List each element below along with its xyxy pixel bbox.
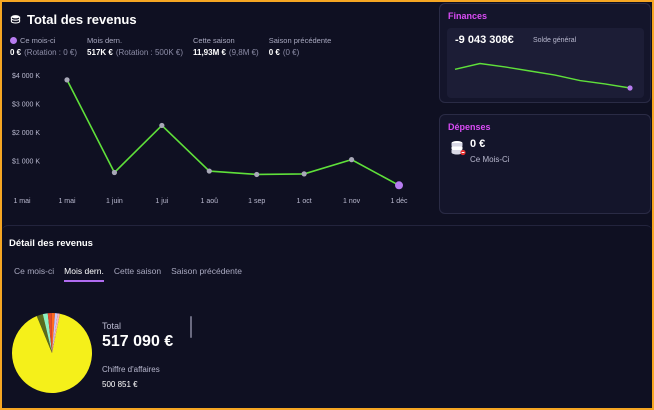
x-tick-label: 1 oct bbox=[297, 198, 312, 205]
x-tick-label: 1 aoû bbox=[201, 198, 219, 205]
tab-this-season[interactable]: Cette saison bbox=[113, 266, 162, 276]
data-point bbox=[395, 181, 403, 190]
finances-balance: -9 043 308€ bbox=[455, 34, 514, 46]
stat-label: Saison précédente bbox=[268, 36, 332, 45]
data-point bbox=[64, 77, 70, 83]
y-tick-label: $3 000 K bbox=[12, 102, 40, 109]
x-tick-label: 1 jui bbox=[155, 198, 168, 205]
tab-previous-season[interactable]: Saison précédente bbox=[171, 266, 242, 276]
x-tick-label: 1 nov bbox=[343, 198, 361, 205]
x-tick-label: 1 mai bbox=[13, 198, 31, 205]
total-label: Total bbox=[102, 321, 122, 331]
stat-label: Mois dern. bbox=[87, 36, 123, 45]
data-point bbox=[159, 122, 165, 129]
expenses-title: Dépenses bbox=[448, 122, 491, 132]
pie-slice bbox=[36, 314, 52, 353]
expenses-value: 0 € bbox=[470, 138, 486, 150]
finances-title: Finances bbox=[448, 11, 488, 21]
stat-label: Cette saison bbox=[193, 36, 235, 45]
finances-card[interactable]: Finances -9 043 308€ Solde général bbox=[439, 3, 651, 103]
y-tick-label: $4 000 K bbox=[12, 73, 40, 80]
turnover-label: Chiffre d'affaires bbox=[102, 365, 160, 374]
y-tick-label: $1 000 K bbox=[12, 159, 40, 166]
data-point bbox=[254, 171, 260, 178]
tab-last-month[interactable]: Mois dern. bbox=[64, 266, 104, 282]
detail-totals: Total 517 090 € Chiffre d'affaires 500 8… bbox=[102, 321, 173, 389]
revenue-title: Total des revenus bbox=[27, 12, 137, 27]
stat-this-season: Cette saison 11,93M € (9,8M €) bbox=[193, 36, 259, 57]
stat-sub: (Rotation : 0 €) bbox=[24, 48, 78, 57]
revenue-card: Total des revenus Ce mois-ci 0 € (Rotatio… bbox=[2, 2, 430, 214]
finances-balance-label: Solde général bbox=[533, 37, 577, 44]
pie-slice bbox=[42, 313, 52, 353]
sparkline-line bbox=[454, 62, 631, 89]
coins-stack-icon bbox=[451, 141, 466, 156]
detail-title: Détail des revenus bbox=[9, 238, 93, 249]
stat-value: 0 € bbox=[10, 48, 22, 57]
pie-slice bbox=[51, 313, 55, 353]
expenses-card[interactable]: Dépenses 0 € Ce Mois-Ci bbox=[439, 114, 651, 214]
detail-scrollbar[interactable] bbox=[190, 316, 192, 338]
x-tick-label: 1 juin bbox=[106, 198, 123, 205]
data-point bbox=[348, 157, 355, 163]
stat-last-month: Mois dern. 517K € (Rotation : 500K €) bbox=[87, 36, 183, 57]
data-point bbox=[111, 169, 118, 176]
y-tick-label: $2 000 K bbox=[12, 130, 40, 137]
stat-sub: (Rotation : 500K €) bbox=[115, 48, 183, 57]
stat-value: 517K € bbox=[87, 48, 113, 57]
x-tick-label: 1 mai bbox=[58, 198, 76, 205]
pie-slice bbox=[52, 313, 58, 353]
pie-slice bbox=[52, 313, 60, 353]
sparkline-end-point bbox=[627, 85, 633, 91]
pie-slice bbox=[11, 313, 92, 393]
total-value: 517 090 € bbox=[102, 333, 174, 350]
x-tick-label: 1 sep bbox=[248, 198, 265, 205]
revenue-pie-chart bbox=[11, 313, 92, 393]
stat-value: 0 € bbox=[268, 48, 280, 57]
finances-panel: -9 043 308€ Solde général bbox=[447, 28, 644, 98]
data-point bbox=[206, 168, 212, 174]
revenue-stats: Ce mois-ci 0 € (Rotation : 0 €) Mois dern… bbox=[10, 36, 331, 57]
revenue-header: Total des revenus bbox=[10, 12, 137, 27]
stat-label: Ce mois-ci bbox=[20, 36, 56, 45]
revenue-series-line bbox=[66, 79, 400, 187]
finances-sparkline bbox=[454, 62, 633, 91]
legend-dot bbox=[10, 37, 17, 44]
stat-value: 11,93M € bbox=[193, 48, 226, 57]
detail-tabs: Ce mois-ci Mois dern. Cette saison Saiso… bbox=[14, 266, 252, 282]
expenses-period: Ce Mois-Ci bbox=[470, 155, 510, 164]
stat-previous-season: Saison précédente 0 € (0 €) bbox=[269, 36, 332, 57]
stat-this-month: Ce mois-ci 0 € (Rotation : 0 €) bbox=[10, 36, 77, 57]
tab-this-month[interactable]: Ce mois-ci bbox=[14, 266, 55, 276]
stat-sub: (0 €) bbox=[282, 48, 300, 57]
coins-icon bbox=[10, 15, 21, 24]
stat-sub: (9,8M €) bbox=[228, 48, 259, 57]
x-tick-label: 1 déc bbox=[390, 198, 408, 205]
turnover-value: 500 851 € bbox=[102, 380, 138, 389]
revenue-detail-card: Détail des revenus Ce mois-ci Mois dern.… bbox=[2, 225, 652, 408]
revenue-line-chart: $4 000 K $3 000 K $2 000 K $1 000 K 1 mai 1 m… bbox=[12, 73, 408, 205]
data-point bbox=[301, 171, 307, 177]
pie-slice bbox=[47, 313, 52, 353]
